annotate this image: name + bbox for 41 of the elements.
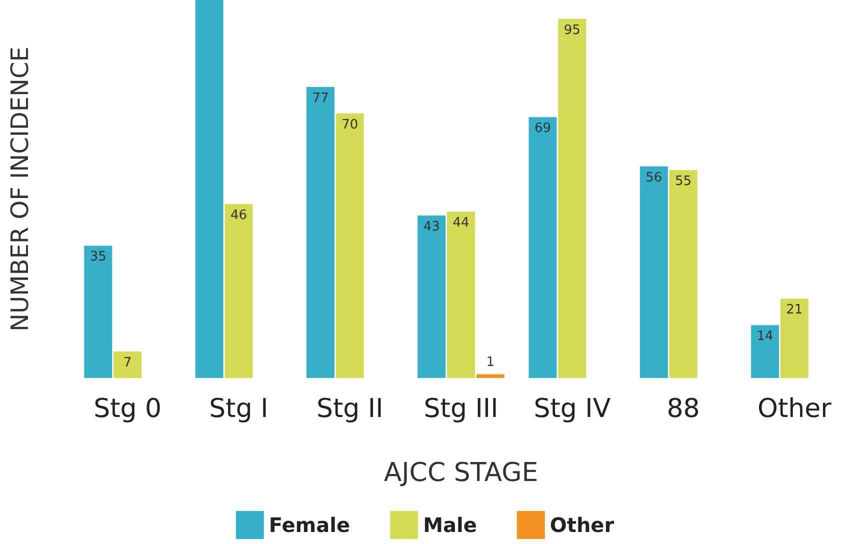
x-tick-label: Stg IV [534, 394, 611, 424]
y-axis-title: NUMBER OF INCIDENCE [6, 46, 34, 332]
bar [114, 352, 142, 378]
bar [418, 215, 446, 378]
bar [306, 86, 334, 378]
data-label: 46 [230, 208, 247, 224]
data-label: 56 [646, 170, 662, 186]
legend-label: Female [268, 513, 350, 537]
x-tick-label: Stg III [424, 394, 498, 424]
legend-label: Other [550, 513, 614, 537]
bar [224, 204, 253, 378]
bar [195, 0, 224, 378]
data-label: 70 [342, 117, 358, 132]
x-tick-label: Other [758, 394, 832, 424]
data-label: 1 [486, 355, 495, 370]
bar [780, 298, 808, 378]
bar [751, 325, 780, 378]
data-label: 95 [564, 22, 580, 38]
x-tick-label: Stg I [209, 394, 268, 424]
legend-label: Male [423, 513, 477, 537]
x-tick-label: Stg 0 [94, 394, 162, 424]
data-label: 44 [452, 216, 470, 231]
x-tick-label: Stg II [316, 394, 384, 424]
bar [558, 18, 586, 378]
data-label: 7 [123, 356, 132, 371]
x-tick-label: 88 [666, 394, 700, 424]
data-label: 14 [756, 329, 774, 344]
bar [476, 374, 504, 378]
bar [528, 117, 557, 378]
bar [640, 166, 668, 378]
x-axis-title: AJCC STAGE [384, 458, 538, 488]
data-label: 77 [312, 90, 329, 106]
data-label: 69 [534, 121, 552, 136]
bar [336, 113, 364, 378]
bar [669, 170, 698, 378]
data-label: 35 [90, 250, 106, 265]
data-label: 43 [423, 219, 440, 234]
data-label: 21 [786, 302, 803, 318]
bar [84, 246, 112, 378]
bar [447, 212, 475, 378]
data-label: 55 [675, 174, 692, 190]
